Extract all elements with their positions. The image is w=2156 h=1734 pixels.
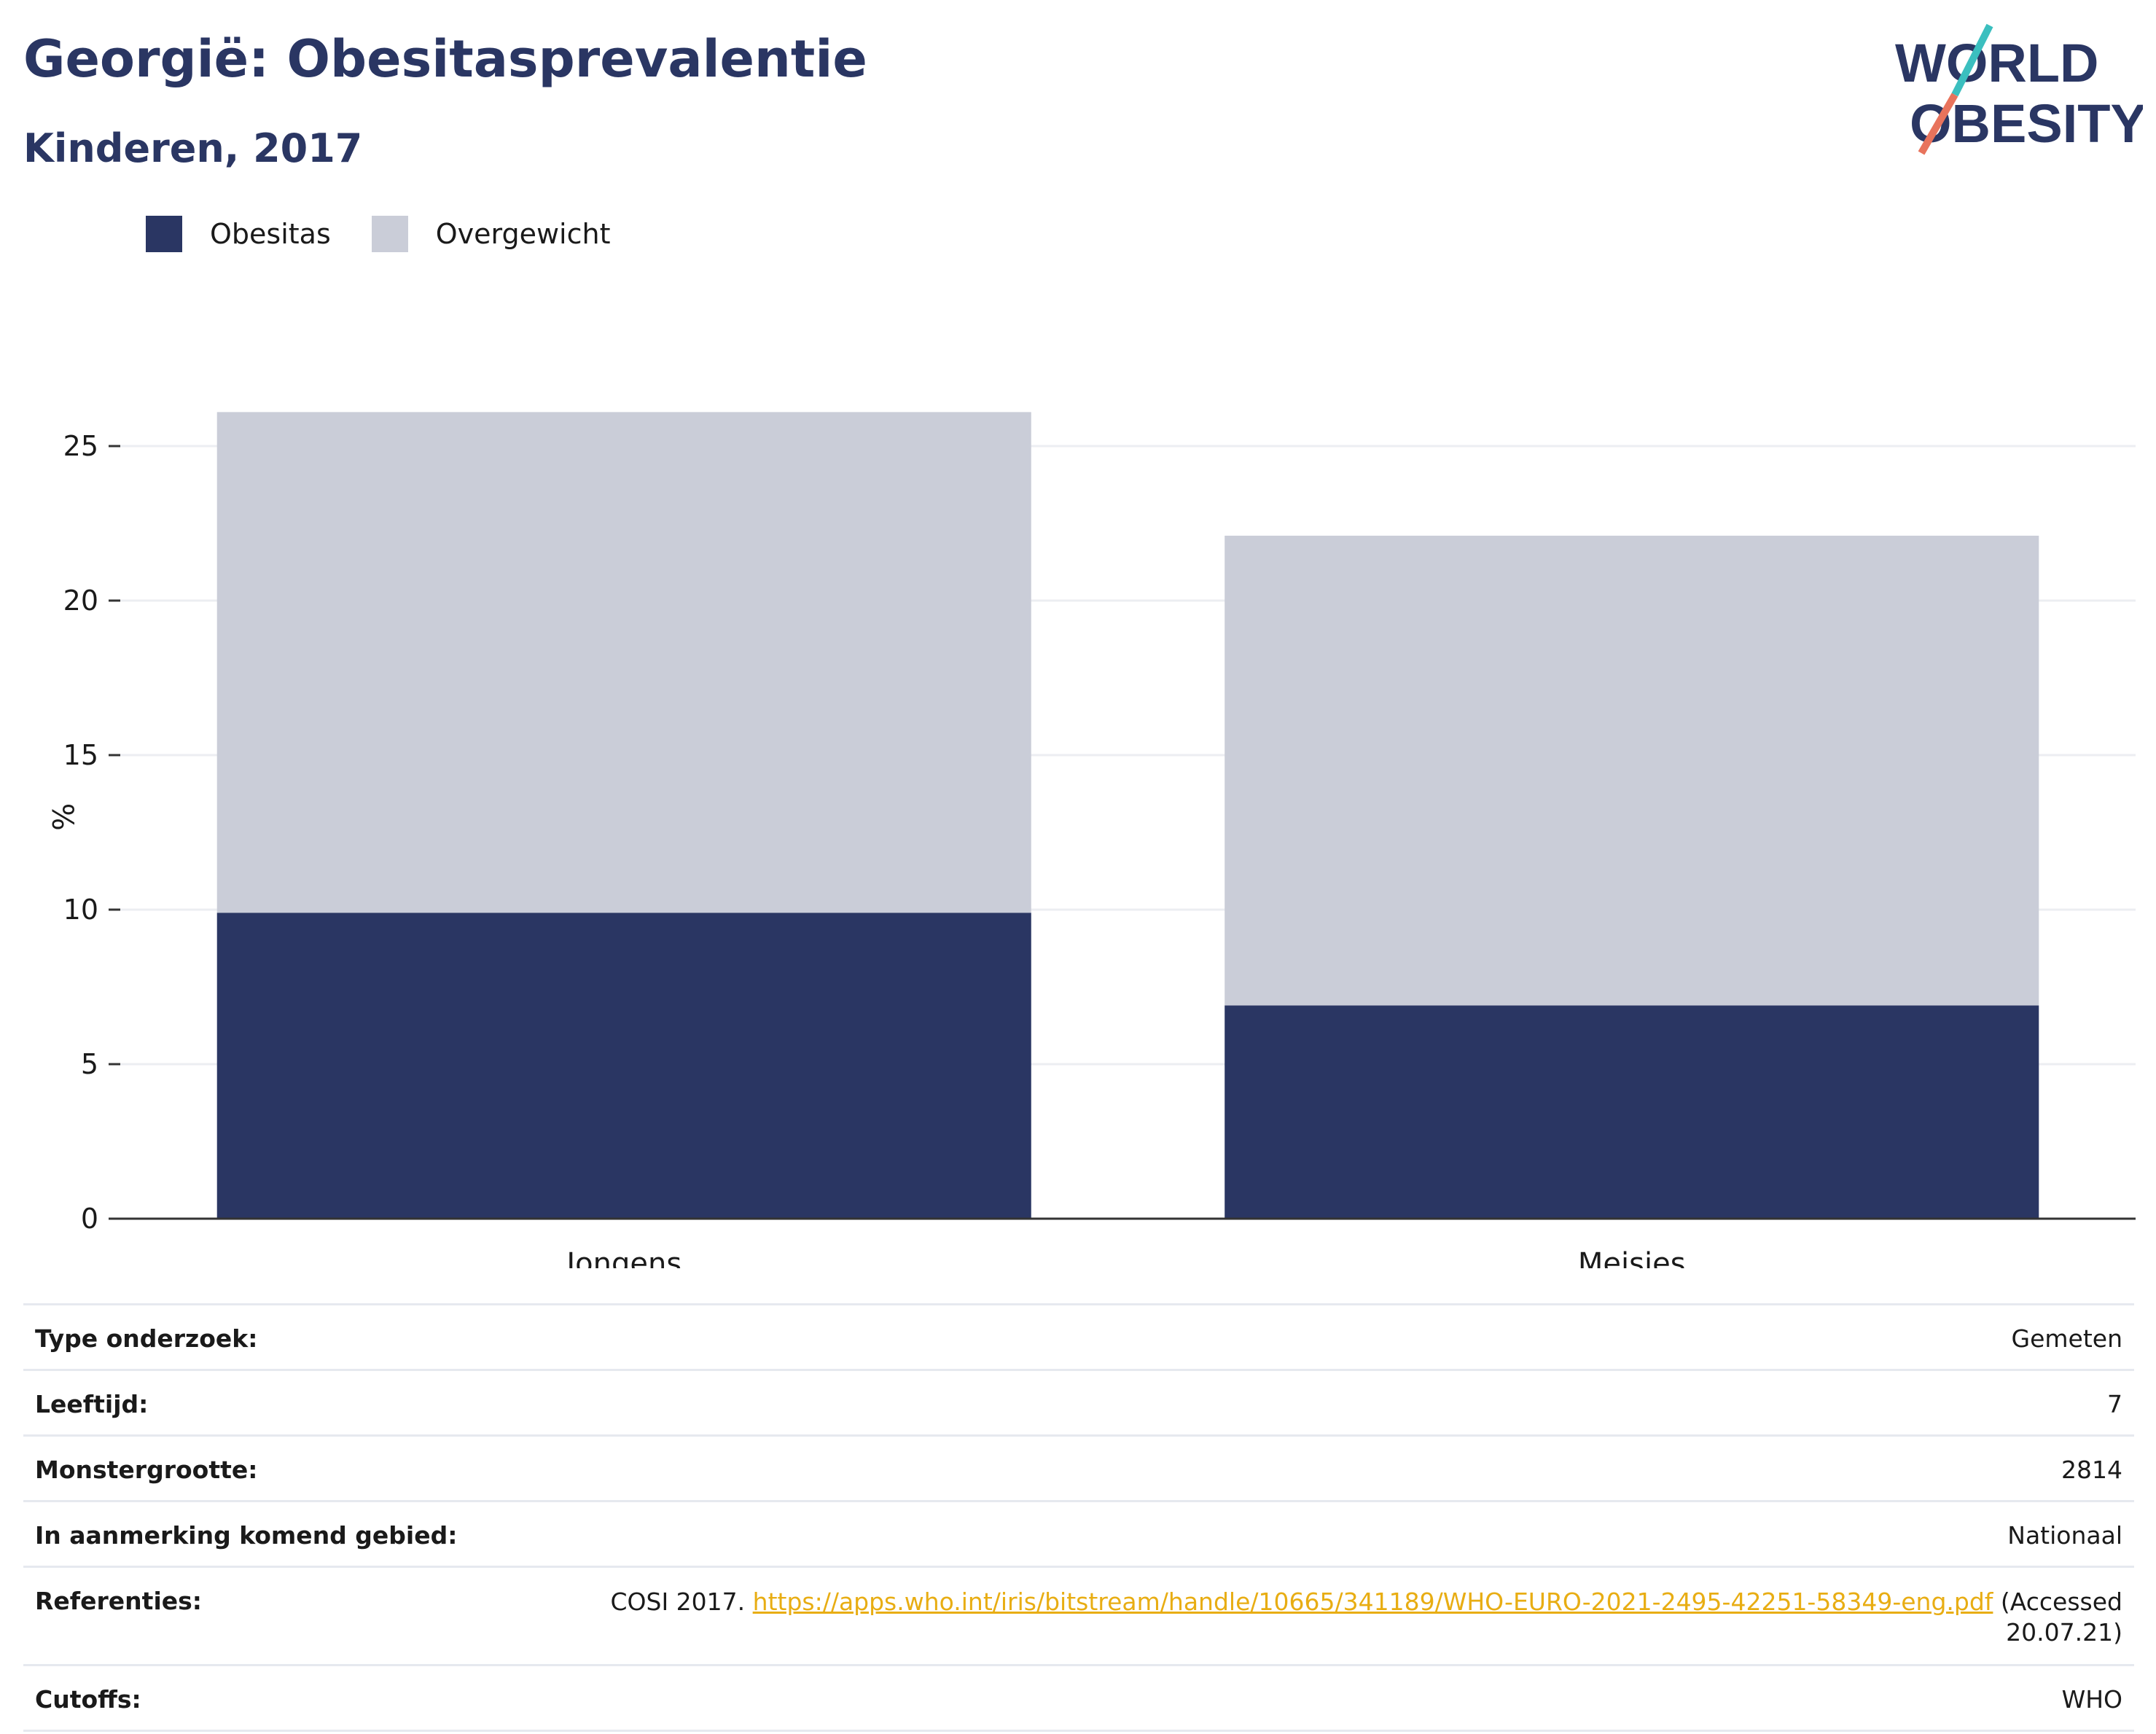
page-title: Georgië: Obesitasprevalentie	[23, 29, 867, 89]
x-tick-label: Meisjes	[1578, 1247, 1686, 1268]
table-row: Leeftijd: 7	[23, 1369, 2134, 1434]
references-link[interactable]: https://apps.who.int/iris/bitstream/hand…	[752, 1587, 1993, 1616]
row-label: Monstergrootte:	[35, 1456, 258, 1484]
row-value: Gemeten	[2011, 1324, 2122, 1353]
bar-overgewicht-jongens	[216, 412, 1031, 913]
info-table: Type onderzoek: Gemeten Leeftijd: 7 Mons…	[23, 1303, 2134, 1732]
row-label: Leeftijd:	[35, 1390, 149, 1418]
logo-coral-stroke	[1918, 93, 1958, 155]
y-tick-label: 0	[81, 1203, 98, 1235]
stacked-bar-chart: 0 5 10 15 20 25% Jongens Meisjes	[45, 412, 2136, 1268]
legend-item-obesitas: Obesitas	[146, 216, 331, 252]
table-row: Cutoffs: WHO	[23, 1664, 2134, 1732]
row-value: 2814	[2061, 1456, 2122, 1484]
references-suffix: (Accessed 20.07.21)	[1993, 1587, 2122, 1647]
row-value: Nationaal	[2007, 1521, 2122, 1550]
table-row: Type onderzoek: Gemeten	[23, 1303, 2134, 1369]
row-value: WHO	[2061, 1685, 2122, 1714]
row-label: Cutoffs:	[35, 1685, 141, 1714]
logo-line2: OBESITY	[1910, 93, 2143, 154]
legend-swatch-obesitas	[146, 216, 182, 252]
row-label: In aanmerking komend gebied:	[35, 1521, 458, 1550]
table-row-references: Referenties: COSI 2017. https://apps.who…	[23, 1566, 2134, 1664]
x-tick-label: Jongens	[564, 1247, 681, 1268]
references-prefix: COSI 2017.	[610, 1587, 753, 1616]
y-tick-label: 25	[63, 430, 98, 462]
table-row: Monstergrootte: 2814	[23, 1434, 2134, 1500]
bar-obesitas-meisjes	[1225, 1005, 2039, 1219]
row-label: Type onderzoek:	[35, 1324, 258, 1353]
table-row: In aanmerking komend gebied: Nationaal	[23, 1500, 2134, 1566]
y-tick-label: 15	[63, 739, 98, 771]
y-tick-label: 5	[81, 1048, 98, 1080]
legend-item-overgewicht: Overgewicht	[371, 216, 611, 252]
bar-obesitas-jongens	[216, 913, 1031, 1219]
logo-line1: WORLD	[1895, 33, 2099, 93]
legend-swatch-overgewicht	[371, 216, 408, 252]
y-tick-label: 10	[63, 894, 98, 926]
legend-label-obesitas: Obesitas	[210, 218, 331, 250]
row-value: 7	[2107, 1390, 2122, 1418]
y-axis-label: %	[45, 803, 79, 831]
logo-teal-stroke	[1951, 23, 1993, 97]
chart-legend: Obesitas Overgewicht	[146, 216, 652, 252]
legend-label-overgewicht: Overgewicht	[435, 218, 611, 250]
y-tick-label: 20	[63, 585, 98, 617]
world-obesity-logo: WORLD OBESITY	[1895, 23, 2143, 155]
references-label: Referenties:	[35, 1587, 202, 1615]
bar-overgewicht-meisjes	[1225, 535, 2039, 1006]
references-value: COSI 2017. https://apps.who.int/iris/bit…	[606, 1587, 2123, 1648]
page-subtitle: Kinderen, 2017	[23, 125, 363, 171]
